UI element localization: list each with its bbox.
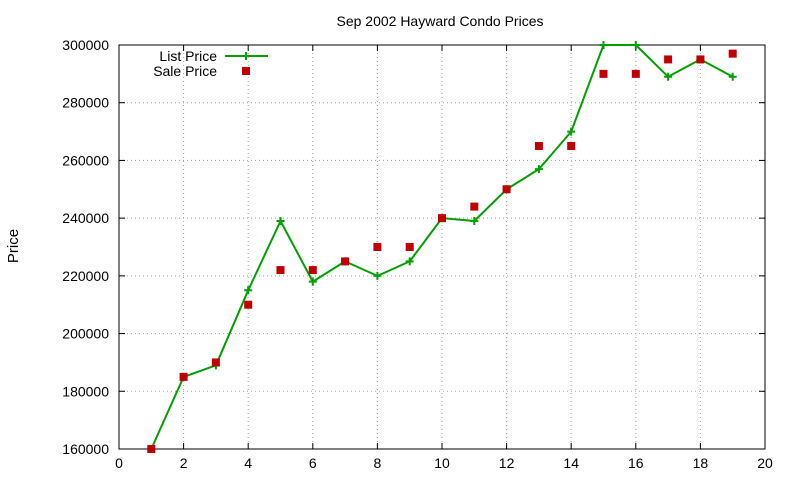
y-axis: 160000 180000 200000 220000 240000 260000 2800… [62,37,765,457]
sale-price-point [276,266,285,275]
list-price-point [308,277,317,286]
sale-price-point [631,69,640,78]
x-tick-label: 12 [499,455,515,471]
x-tick-label: 10 [434,455,450,471]
series-layer [147,41,737,453]
y-tick-label: 180000 [62,383,109,399]
sale-price-point [502,185,511,194]
y-tick-label: 200000 [62,326,109,342]
list-price-point [244,286,253,295]
list-price-point [567,127,576,136]
sale-price-point [308,266,317,275]
y-tick-label: 160000 [62,441,109,457]
sale-price-point [244,300,253,309]
sale-price-point [696,55,705,64]
sale-price-point [470,202,479,211]
x-tick-label: 2 [180,455,188,471]
x-tick-label: 6 [309,455,317,471]
sale-price-point [599,69,608,78]
legend: List Price Sale Price [153,48,268,79]
legend-label-list-price: List Price [159,48,217,64]
grid-lines [119,45,765,449]
x-tick-label: 4 [244,455,252,471]
sale-price-point [373,243,382,251]
sale-price-point [728,49,737,58]
x-tick-label: 0 [115,455,123,471]
y-tick-label: 280000 [62,95,109,111]
y-tick-label: 240000 [62,210,109,226]
list-price-point [664,72,673,81]
x-tick-label: 18 [693,455,709,471]
list-price-point [470,217,479,226]
sale-price-point [211,358,220,367]
y-tick-label: 220000 [62,268,109,284]
y-tick-label: 260000 [62,152,109,168]
list-price-point [534,165,543,174]
sale-price-point [534,142,543,150]
sale-price-point [567,142,576,150]
sale-price-point [341,257,350,266]
chart-title: Sep 2002 Hayward Condo Prices [336,13,543,29]
legend-label-sale-price: Sale Price [153,63,217,79]
x-tick-label: 8 [374,455,382,471]
list-price-point [405,257,414,266]
sale-price-point [405,243,414,251]
list-price-point [373,271,382,280]
y-tick-label: 300000 [62,37,109,53]
x-tick-label: 16 [628,455,644,471]
sale-price-point [438,214,446,223]
y-axis-label: Price [5,229,22,263]
legend-marker-sale-price [242,67,250,75]
list-price-point [631,41,640,49]
list-price-point [599,41,608,49]
list-price-point [728,72,737,81]
x-tick-label: 14 [563,455,579,471]
sale-price-point [147,445,156,453]
list-price-point [276,217,285,226]
x-axis: 0 2 4 6 8 10 12 14 16 18 20 [115,45,773,471]
sale-price-point [179,372,188,381]
legend-marker-list-price [242,52,250,60]
x-tick-label: 20 [757,455,773,471]
sale-price-point [664,55,673,64]
